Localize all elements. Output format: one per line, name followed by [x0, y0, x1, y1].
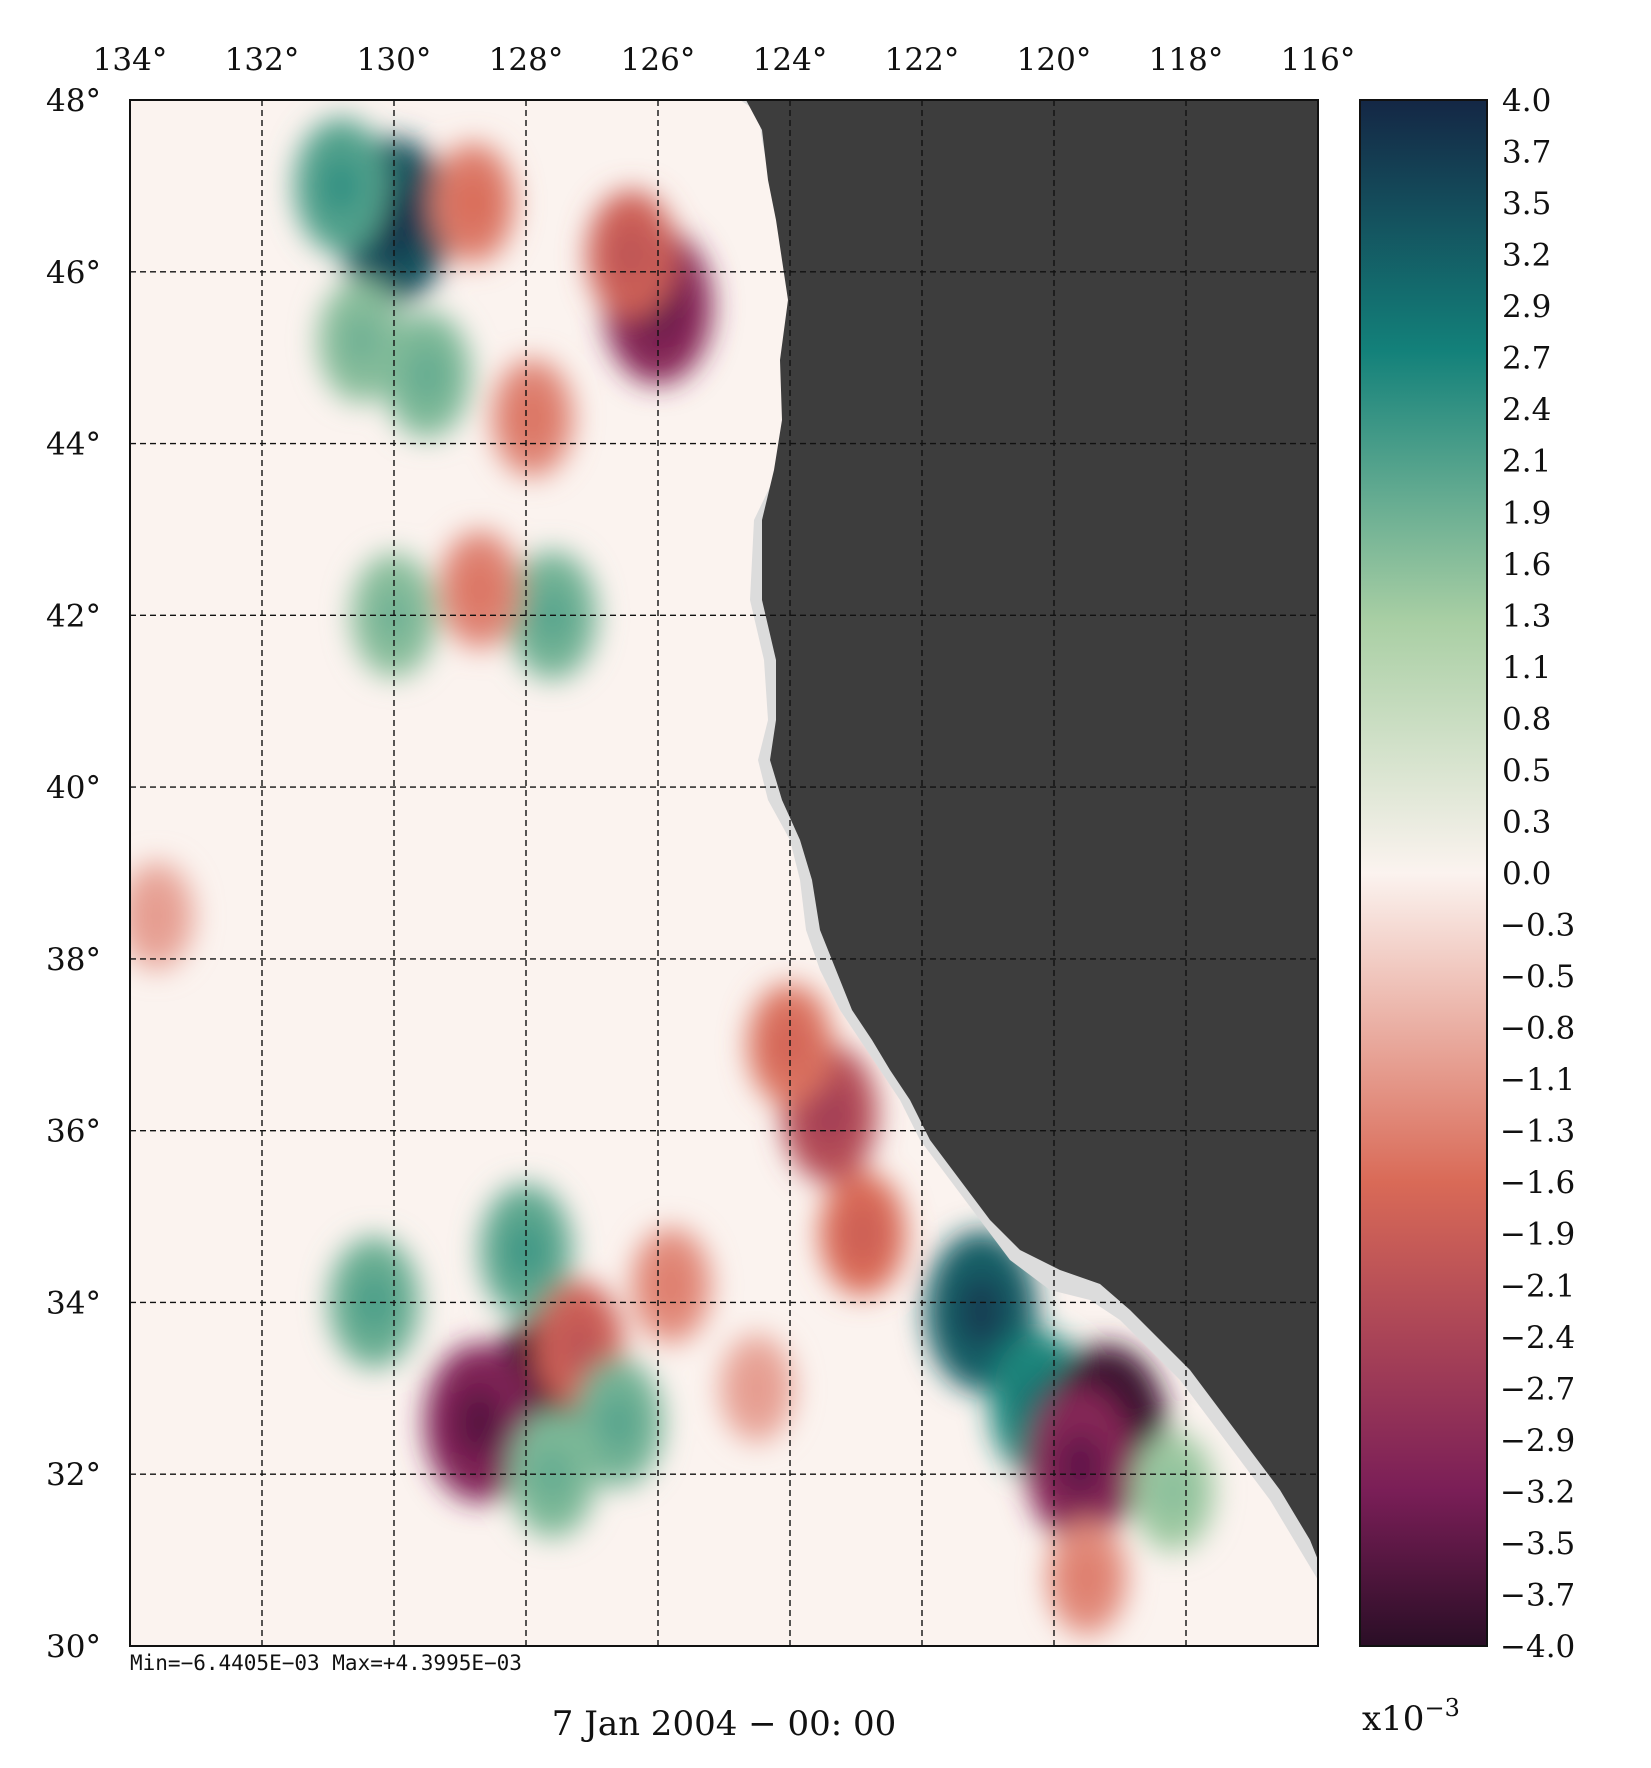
colorbar-tick-label: 3.5 [1502, 186, 1551, 222]
colorbar-tick-label: 0.8 [1502, 701, 1551, 737]
date-label: 7 Jan 2004 − 00: 00 [552, 1704, 896, 1744]
colorbar-tick-label: 1.6 [1502, 547, 1551, 583]
anomaly-core [461, 564, 498, 616]
colorbar-tick-label: 2.1 [1502, 444, 1551, 480]
colorbar-tick-label: −4.0 [1500, 1629, 1575, 1665]
colorbar-multiplier-base: x10 [1362, 1699, 1424, 1739]
colorbar-tick-label: 2.7 [1502, 341, 1551, 377]
colorbar-tick-label: 0.0 [1502, 856, 1551, 892]
colorbar-multiplier: x10−3 [1362, 1694, 1460, 1739]
latitude-tick-label: 42° [46, 598, 101, 634]
colorbar-tick-label: 1.1 [1502, 650, 1551, 686]
colorbar-tick-label: −0.8 [1500, 1011, 1575, 1047]
anomaly-core [1069, 1552, 1105, 1603]
latitude-tick-label: 34° [46, 1285, 101, 1321]
anomaly-core [653, 1260, 689, 1311]
colorbar-tick-label: −3.7 [1500, 1577, 1575, 1613]
longitude-tick-label: 132° [225, 42, 300, 78]
colorbar [1359, 99, 1488, 1647]
colorbar-tick-label: −2.9 [1500, 1423, 1575, 1459]
latitude-tick-label: 38° [46, 942, 101, 978]
latitude-tick-label: 40° [46, 770, 101, 806]
anomaly-patches [130, 118, 1215, 1635]
latitude-tick-label: 44° [46, 427, 101, 463]
colorbar-tick-label: 1.3 [1502, 598, 1551, 634]
colorbar-tick-label: 2.4 [1502, 392, 1551, 428]
colorbar-tick-label: −1.3 [1500, 1114, 1575, 1150]
anomaly-core [1154, 1465, 1192, 1518]
latitude-tick-labels: 48° 46° 44° 42° 40° 38° 36° 34° 32° 30° [46, 83, 101, 1665]
map-frame [129, 99, 1319, 1647]
colorbar-tick-label: 0.5 [1502, 753, 1551, 789]
longitude-tick-label: 134° [93, 42, 168, 78]
colorbar-tick-label: 1.9 [1502, 495, 1551, 531]
longitude-tick-label: 128° [489, 42, 564, 78]
anomaly-core [956, 1276, 1006, 1347]
latitude-tick-label: 30° [46, 1629, 101, 1665]
longitude-tick-label: 120° [1017, 42, 1092, 78]
colorbar-tick-labels: 4.0 3.7 3.5 3.2 2.9 2.7 2.4 2.1 1.9 1.6 1.3 1.1 0.8 0… [1500, 83, 1575, 1665]
longitude-tick-label: 126° [621, 42, 696, 78]
anomaly-core [455, 1388, 504, 1458]
colorbar-tick-label: −1.9 [1500, 1217, 1575, 1253]
colorbar-tick-label: −2.4 [1500, 1320, 1575, 1356]
colorbar-tick-label: 3.7 [1502, 135, 1551, 171]
colorbar-tick-label: −1.1 [1500, 1062, 1575, 1098]
anomaly-core [342, 313, 380, 368]
colorbar-tick-label: −0.3 [1500, 908, 1575, 944]
longitude-tick-labels: 134° 132° 130° 128° 126° 124° 122° 120° 118° 116° [93, 42, 1356, 78]
map-area [130, 100, 1318, 1646]
colorbar-tick-label: −2.7 [1500, 1371, 1575, 1407]
colorbar-tick-label: 2.9 [1502, 289, 1551, 325]
land-mass [746, 100, 1318, 1560]
anomaly-core [612, 226, 652, 283]
longitude-tick-label: 124° [753, 42, 828, 78]
anomaly-core [559, 1317, 599, 1374]
anomaly-core [407, 347, 447, 403]
colorbar-tick-label: −0.5 [1500, 959, 1575, 995]
anomaly-core [455, 177, 492, 230]
colorbar-tick-label: −3.5 [1500, 1526, 1575, 1562]
longitude-tick-label: 122° [885, 42, 960, 78]
latitude-tick-label: 32° [46, 1457, 101, 1493]
latitude-tick-label: 46° [46, 255, 101, 291]
anomaly-core [808, 1083, 851, 1144]
anomaly-core [514, 392, 551, 444]
anomaly-core [740, 1364, 774, 1412]
colorbar-tick-label: 0.3 [1502, 804, 1551, 840]
anomaly-core [1056, 1431, 1105, 1500]
anomaly-core [598, 1394, 639, 1451]
colorbar-tick-label: −1.6 [1500, 1165, 1575, 1201]
min-max-stats: Min=−6.4405E−03 Max=+4.3995E−03 [130, 1651, 522, 1675]
anomaly-core [843, 1206, 882, 1261]
latitude-tick-label: 48° [46, 83, 101, 119]
colorbar-tick-label: −3.2 [1500, 1474, 1575, 1510]
graticule [130, 100, 1318, 1646]
latitude-tick-label: 36° [46, 1114, 101, 1150]
longitude-tick-label: 116° [1281, 42, 1356, 78]
anomaly-core [320, 156, 362, 216]
colorbar-multiplier-exponent: −3 [1424, 1694, 1459, 1722]
colorbar-tick-label: 3.2 [1502, 238, 1551, 274]
colorbar-tick-label: −2.1 [1500, 1268, 1575, 1304]
longitude-tick-label: 118° [1149, 42, 1224, 78]
colorbar-tick-label: 4.0 [1502, 83, 1551, 119]
longitude-tick-label: 130° [357, 42, 432, 78]
anomaly-core [139, 892, 173, 940]
